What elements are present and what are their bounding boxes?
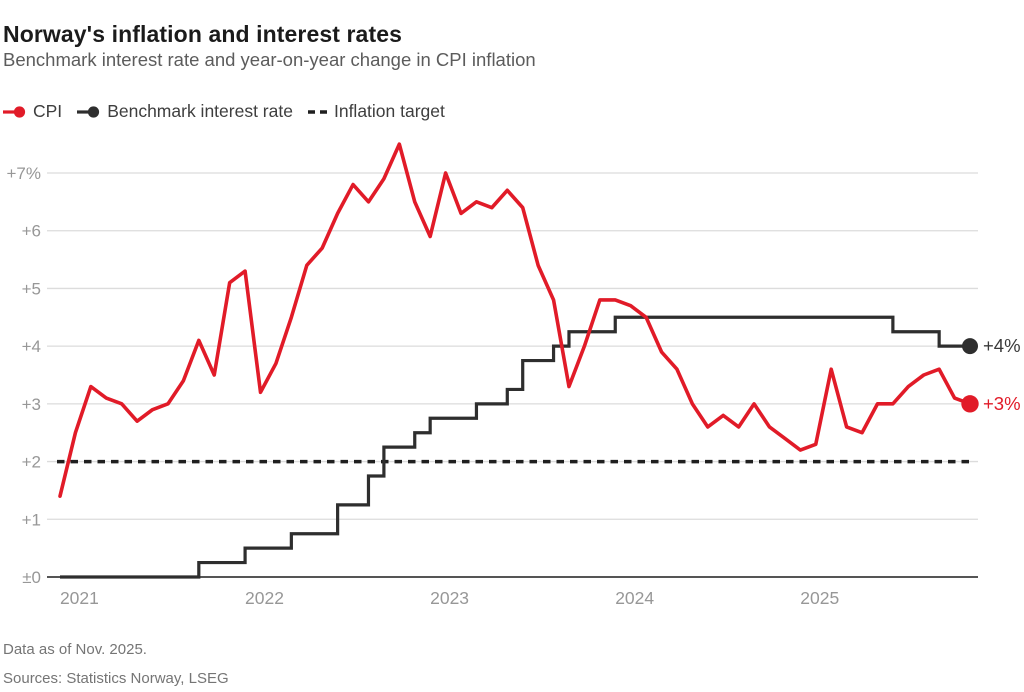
sources-note: Sources: Statistics Norway, LSEG xyxy=(3,670,229,687)
legend-label-target: Inflation target xyxy=(333,101,445,121)
cpi-line xyxy=(58,142,972,499)
y-axis-tick-label: ±0 xyxy=(22,568,41,587)
cpi-end-dot xyxy=(961,395,979,413)
legend-item-target: Inflation target xyxy=(307,101,445,122)
x-axis-tick-label: 2025 xyxy=(800,588,839,608)
page-title: Norway's inflation and interest rates xyxy=(3,21,402,48)
y-axis-tick-label: +4 xyxy=(22,337,41,356)
x-axis-tick-label: 2024 xyxy=(615,588,654,608)
y-axis-tick-label: +6 xyxy=(22,222,41,241)
benchmark-end-label: +4% xyxy=(983,335,1021,356)
y-axis-tick-label: +2 xyxy=(22,453,41,472)
y-axis-tick-label: +7% xyxy=(7,164,42,183)
y-axis-tick-label: +1 xyxy=(22,510,41,529)
x-axis-tick-label: 2021 xyxy=(60,588,99,608)
y-axis-tick-label: +5 xyxy=(22,279,41,298)
y-axis-tick-label: +3 xyxy=(22,395,41,414)
cpi-end-label: +3% xyxy=(983,393,1021,414)
legend-item-benchmark: Benchmark interest rate xyxy=(77,101,293,122)
legend-label-benchmark: Benchmark interest rate xyxy=(107,101,293,121)
benchmark-line-dot-icon xyxy=(77,105,100,119)
chart-legend: CPI Benchmark interest rate Inflation ta… xyxy=(3,101,445,122)
benchmark-rate-line xyxy=(60,315,970,579)
target-dashed-line-icon xyxy=(307,105,327,119)
x-axis-tick-label: 2022 xyxy=(245,588,284,608)
chart-subtitle: Benchmark interest rate and year-on-year… xyxy=(3,49,536,70)
benchmark-end-dot xyxy=(962,338,978,355)
legend-label-cpi: CPI xyxy=(33,101,63,121)
data-as-of-note: Data as of Nov. 2025. xyxy=(3,641,147,658)
x-axis-tick-label: 2023 xyxy=(430,588,469,608)
cpi-line-dot-icon xyxy=(3,105,26,119)
legend-item-cpi: CPI xyxy=(3,101,62,122)
